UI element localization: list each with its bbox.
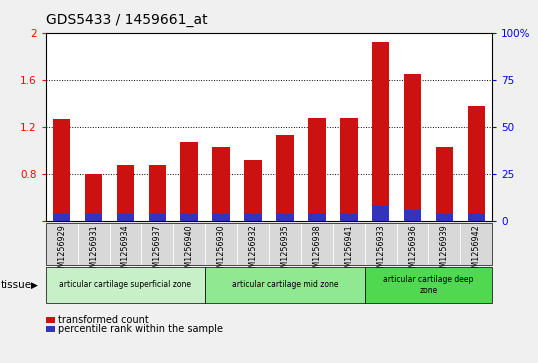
Bar [213,214,230,221]
Bar [148,214,166,221]
Bar [237,223,269,265]
Text: GSM1256932: GSM1256932 [249,224,258,278]
Text: GSM1256935: GSM1256935 [280,224,289,278]
Bar [468,213,485,221]
Bar [365,223,397,265]
Bar [173,223,205,265]
Bar [365,267,492,303]
Bar [180,142,198,221]
Bar [53,214,70,221]
Text: tissue: tissue [1,280,32,290]
Bar [110,223,141,265]
Text: ▶: ▶ [31,281,38,289]
Text: GSM1256941: GSM1256941 [344,224,353,278]
Text: percentile rank within the sample: percentile rank within the sample [58,324,223,334]
Bar [461,223,492,265]
Text: transformed count: transformed count [58,315,149,325]
Bar [276,214,294,221]
Bar [53,119,70,221]
Text: GSM1256934: GSM1256934 [121,224,130,278]
Text: GSM1256931: GSM1256931 [89,224,98,278]
Bar [117,165,134,221]
Bar [372,42,390,221]
Bar [404,74,421,221]
Bar [205,223,237,265]
Text: GSM1256939: GSM1256939 [440,224,449,278]
Bar [205,267,365,303]
Bar [85,174,102,221]
Bar [117,214,134,221]
Bar [428,223,461,265]
Bar [436,147,453,221]
Bar [46,267,205,303]
Text: GDS5433 / 1459661_at: GDS5433 / 1459661_at [46,13,207,27]
Text: GSM1256942: GSM1256942 [472,224,481,278]
Text: articular cartilage mid zone: articular cartilage mid zone [232,281,338,289]
Text: GSM1256930: GSM1256930 [217,224,225,278]
Text: articular cartilage deep
zone: articular cartilage deep zone [383,275,473,295]
Bar [301,223,333,265]
Text: articular cartilage superficial zone: articular cartilage superficial zone [60,281,192,289]
Bar [276,135,294,221]
Bar [436,214,453,221]
Bar [397,223,428,265]
Text: GSM1256938: GSM1256938 [313,224,321,278]
Bar [468,106,485,221]
Bar [372,205,390,221]
Bar [269,223,301,265]
Bar [244,214,262,221]
Bar [213,147,230,221]
Bar [77,223,110,265]
Text: GSM1256937: GSM1256937 [153,224,162,278]
Text: GSM1256940: GSM1256940 [185,224,194,278]
Bar [340,214,358,221]
Text: GSM1256933: GSM1256933 [376,224,385,278]
Bar [141,223,173,265]
Bar [244,160,262,221]
Bar [340,118,358,221]
Bar [180,214,198,221]
Bar [333,223,365,265]
Bar [46,223,77,265]
Bar [308,118,325,221]
Text: GSM1256929: GSM1256929 [57,224,66,278]
Bar [85,214,102,221]
Bar [148,165,166,221]
Bar [308,213,325,221]
Text: GSM1256936: GSM1256936 [408,224,417,278]
Bar [404,210,421,221]
